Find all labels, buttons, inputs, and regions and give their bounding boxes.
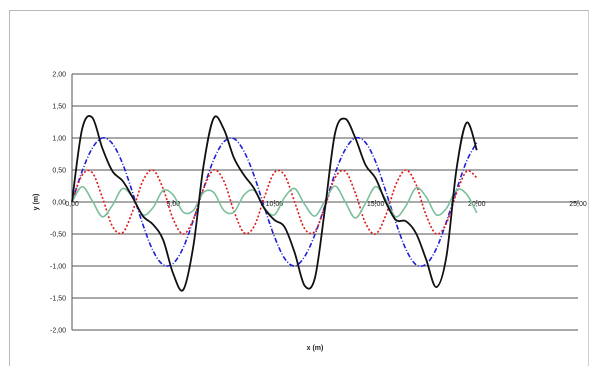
series-line-1 <box>71 136 478 268</box>
series-line-4 <box>71 115 478 292</box>
y-tick-label: -2,00 <box>50 328 66 335</box>
y-tick-label: 0,00 <box>52 200 66 207</box>
y-tick-label: 1,00 <box>52 136 66 143</box>
y-tick-label: -0,50 <box>50 232 66 239</box>
y-tick-label: -1,50 <box>50 296 66 303</box>
x-tick-label: 15,00 <box>367 201 385 208</box>
x-tick-label: 0,00 <box>65 201 79 208</box>
x-axis-title: x (m) <box>307 345 324 352</box>
y-tick-label: 0,50 <box>52 168 66 175</box>
x-tick-label: 20,00 <box>468 201 486 208</box>
series-line-2 <box>71 169 478 235</box>
x-tick-label: 10,00 <box>266 201 284 208</box>
x-tick-label: 25,00 <box>569 201 587 208</box>
y-tick-label: 1,50 <box>52 104 66 111</box>
y-tick-label: 2,00 <box>52 72 66 79</box>
chart-frame <box>9 10 589 366</box>
x-tick-label: 5,00 <box>166 201 180 208</box>
y-tick-label: -1,00 <box>50 264 66 271</box>
y-axis-title: y (m) <box>33 194 40 211</box>
